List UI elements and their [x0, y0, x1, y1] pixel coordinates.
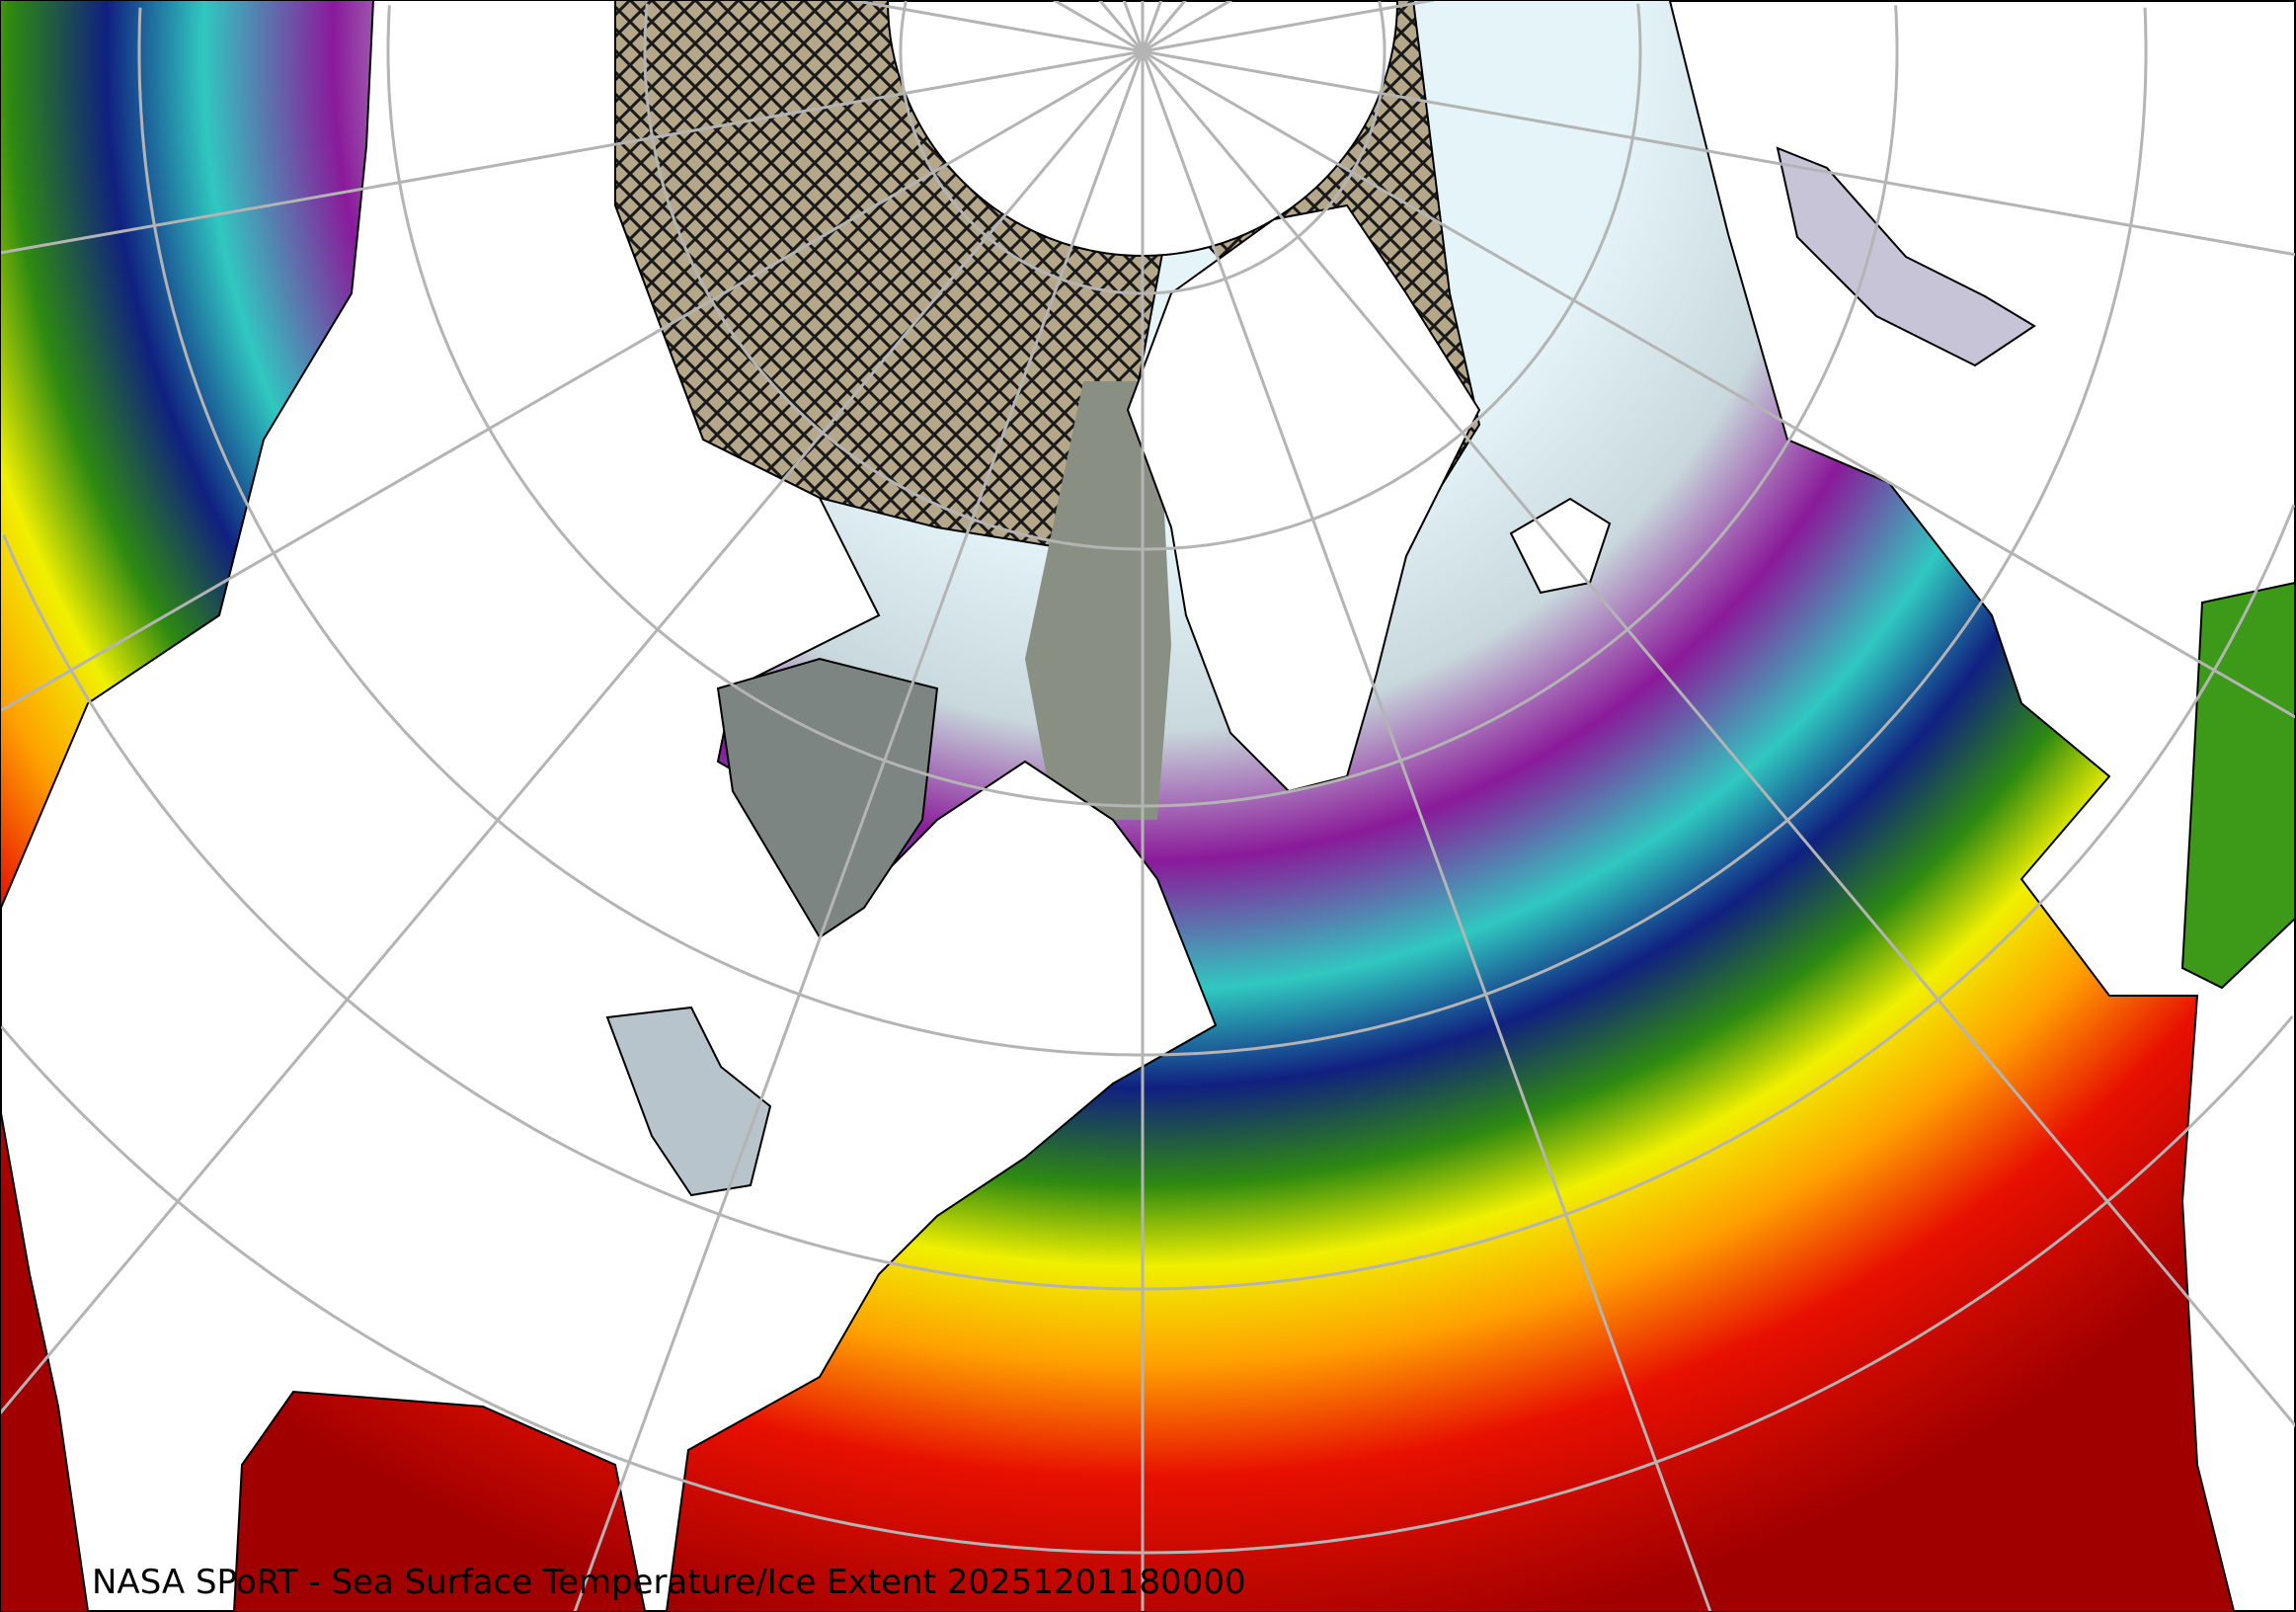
latitude-circle	[1143, 7, 2148, 1057]
meridian-line	[1053, 0, 1144, 53]
baltic-sea	[1776, 146, 2036, 367]
meridian-line	[1142, 49, 2296, 257]
meridian-line	[850, 0, 1144, 53]
meridian-line	[0, 50, 1145, 1414]
greenland-land	[1126, 203, 1481, 793]
latitude-circle	[137, 7, 1143, 1057]
meridian-line	[1141, 50, 1712, 1612]
latitude-circle	[899, 0, 1143, 295]
latitude-circle	[1143, 0, 1386, 295]
latitude-circle	[1143, 504, 2296, 1291]
latitude-circle	[1143, 5, 1899, 808]
latitude-circle	[386, 5, 1143, 808]
meridian-line	[1141, 0, 1187, 52]
meridian-line	[1122, 0, 1145, 52]
meridian-line	[1141, 0, 1163, 52]
meridian-line	[573, 50, 1145, 1612]
great-lakes	[605, 1006, 772, 1197]
latitude-circle	[643, 3, 1143, 551]
latitude-circle	[0, 1025, 1144, 1555]
meridian-line	[1142, 49, 2296, 719]
latitude-circle	[1142, 1015, 2294, 1555]
hudson-bay	[716, 657, 939, 939]
mediterranean-sea	[2180, 581, 2296, 990]
latitude-circle	[1143, 3, 1642, 551]
baffin-bay	[1025, 381, 1171, 820]
meridian-line	[1142, 0, 1435, 53]
latitude-circle	[2, 534, 1143, 1291]
meridian-line	[0, 49, 1144, 713]
map-caption: NASA SPoRT - Sea Surface Temperature/Ice…	[92, 1563, 1246, 1602]
meridian-line	[1142, 0, 1232, 53]
iceland-land	[1509, 497, 1612, 595]
meridian-line	[0, 49, 1144, 255]
meridian-line	[1098, 0, 1145, 52]
meridian-line	[1141, 50, 2296, 1427]
